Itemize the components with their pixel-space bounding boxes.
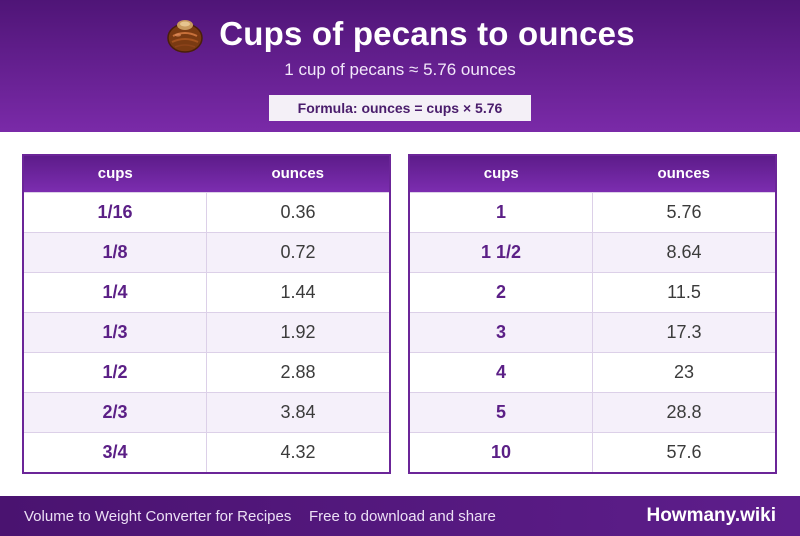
cups-cell: 2/3 xyxy=(24,391,207,432)
cups-cell: 1 xyxy=(410,191,593,232)
title-row: Cups of pecans to ounces xyxy=(0,12,800,56)
table-header-row: cups ounces xyxy=(410,156,775,192)
conversion-table-left: cups ounces 1/16 0.36 1/8 0.72 1/4 1.44 1/3… xyxy=(22,154,391,474)
cups-cell: 1 1/2 xyxy=(410,231,593,272)
table-row: 10 57.6 xyxy=(410,431,775,472)
cups-cell: 5 xyxy=(410,391,593,432)
footer-share-note: Free to download and share xyxy=(309,507,496,525)
page-subtitle: 1 cup of pecans ≈ 5.76 ounces xyxy=(284,60,516,79)
table-row: 1/3 1.92 xyxy=(24,311,389,352)
ounces-cell: 3.84 xyxy=(206,391,389,432)
cups-cell: 1/2 xyxy=(24,351,207,392)
table-row: 2 11.5 xyxy=(410,271,775,312)
table-row: 1 5.76 xyxy=(410,191,775,232)
footer-bar: Volume to Weight Converter for Recipes F… xyxy=(0,496,800,536)
ounces-cell: 2.88 xyxy=(206,351,389,392)
table-row: 5 28.8 xyxy=(410,391,775,432)
ounces-cell: 28.8 xyxy=(592,391,775,432)
brand-logo-text[interactable]: Howmany.wiki xyxy=(646,505,776,526)
column-header-ounces: ounces xyxy=(271,165,324,183)
header-banner: Cups of pecans to ounces 1 cup of pecans… xyxy=(0,0,800,132)
ounces-cell: 5.76 xyxy=(592,191,775,232)
table-row: 3/4 4.32 xyxy=(24,431,389,472)
footer-tagline: Volume to Weight Converter for Recipes xyxy=(24,507,292,525)
cups-cell: 3/4 xyxy=(24,431,207,472)
column-header-ounces: ounces xyxy=(657,165,710,183)
column-header-cups: cups xyxy=(483,165,519,183)
table-row: 1/8 0.72 xyxy=(24,231,389,272)
ounces-cell: 1.92 xyxy=(206,311,389,352)
formula-badge: Formula: ounces = cups × 5.76 xyxy=(269,95,531,121)
pecan-nut-icon xyxy=(165,14,205,54)
conversion-table-right: cups ounces 1 5.76 1 1/2 8.64 2 11.5 3 17.3 … xyxy=(408,154,777,474)
table-row: 2/3 3.84 xyxy=(24,391,389,432)
cups-cell: 1/16 xyxy=(24,191,207,232)
column-header-cups: cups xyxy=(97,165,133,183)
ounces-cell: 4.32 xyxy=(206,431,389,472)
table-row: 1/16 0.36 xyxy=(24,191,389,232)
cups-cell: 1/4 xyxy=(24,271,207,312)
ounces-cell: 0.72 xyxy=(206,231,389,272)
ounces-cell: 23 xyxy=(592,351,775,392)
cups-cell: 1/8 xyxy=(24,231,207,272)
cups-cell: 3 xyxy=(410,311,593,352)
table-header-row: cups ounces xyxy=(24,156,389,192)
ounces-cell: 0.36 xyxy=(206,191,389,232)
table-row: 1/4 1.44 xyxy=(24,271,389,312)
cups-cell: 2 xyxy=(410,271,593,312)
table-row: 4 23 xyxy=(410,351,775,392)
ounces-cell: 57.6 xyxy=(592,431,775,472)
ounces-cell: 1.44 xyxy=(206,271,389,312)
page-title: Cups of pecans to ounces xyxy=(219,15,635,52)
table-row: 1 1/2 8.64 xyxy=(410,231,775,272)
ounces-cell: 11.5 xyxy=(592,271,775,312)
cups-cell: 10 xyxy=(410,431,593,472)
table-row: 3 17.3 xyxy=(410,311,775,352)
cups-cell: 4 xyxy=(410,351,593,392)
cups-cell: 1/3 xyxy=(24,311,207,352)
ounces-cell: 8.64 xyxy=(592,231,775,272)
table-row: 1/2 2.88 xyxy=(24,351,389,392)
ounces-cell: 17.3 xyxy=(592,311,775,352)
